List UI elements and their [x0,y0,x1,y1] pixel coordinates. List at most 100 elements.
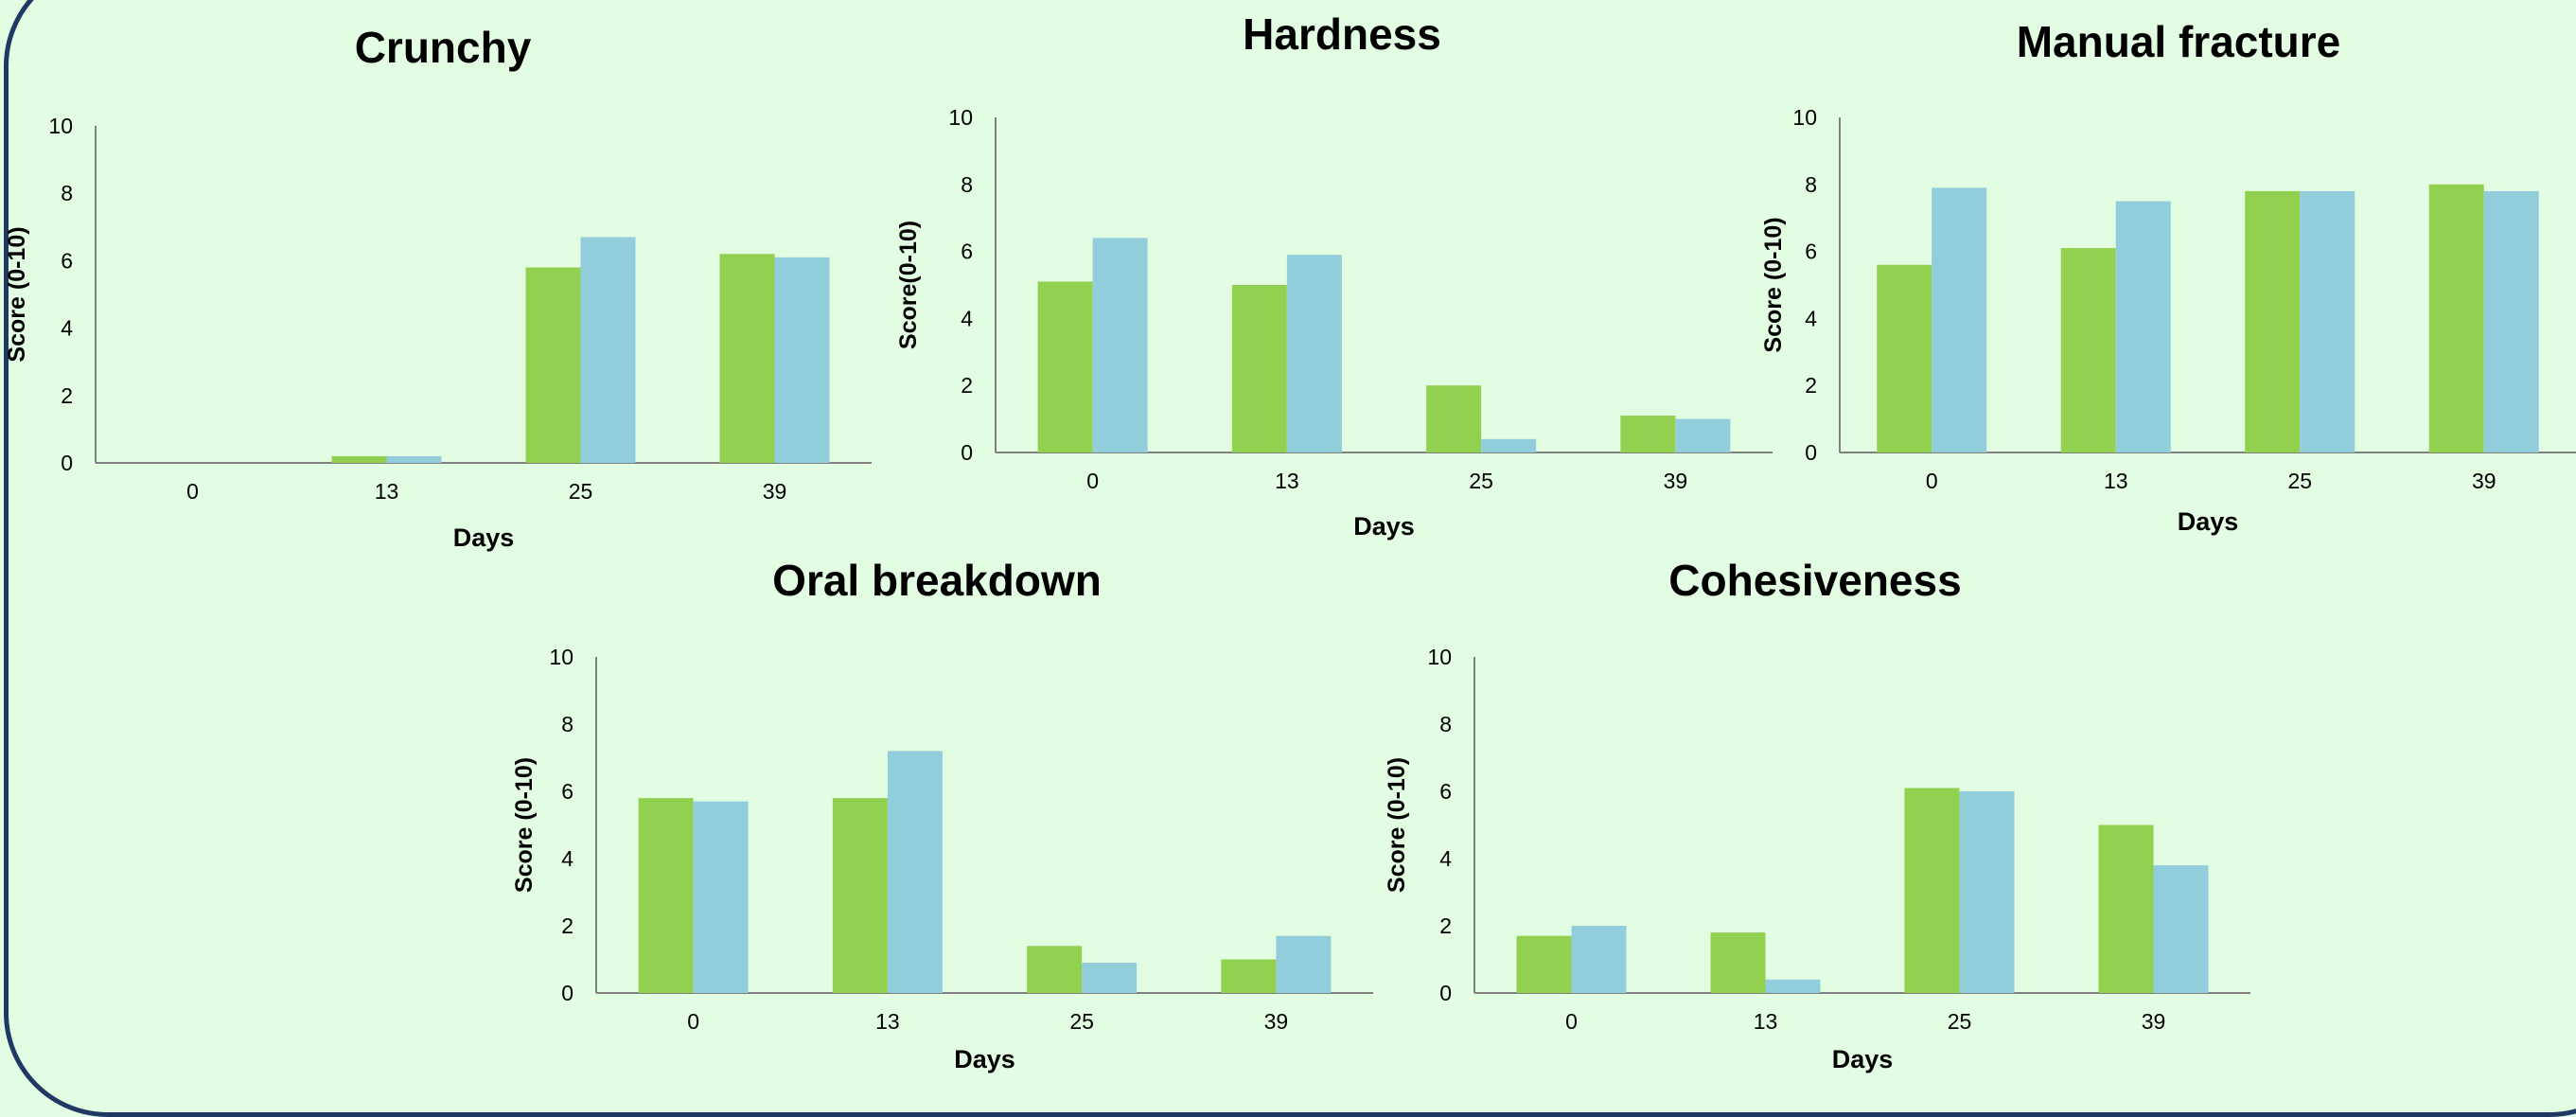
bar [1765,979,1821,993]
bar [1932,187,1987,452]
bar [2060,248,2116,452]
bar [2300,190,2355,452]
x-tick-label: 13 [1754,1009,1778,1034]
y-tick-label: 2 [61,383,73,408]
y-tick-label: 8 [1439,712,1452,736]
x-tick-label: 0 [687,1009,699,1034]
x-tick-label: 39 [2142,1009,2166,1034]
y-tick-label: 0 [1805,440,1817,465]
bar [1904,788,1960,993]
bar [832,798,888,993]
chart-title: Oral breakdown [772,556,1102,605]
y-tick-label: 8 [61,181,73,205]
y-tick-label: 4 [61,316,73,341]
bar [638,798,694,993]
bar [719,254,775,463]
y-tick-label: 4 [1805,306,1817,330]
bar [2245,190,2301,452]
chart-title: Cohesiveness [1668,556,1961,605]
bar [1276,935,1332,993]
bar [2098,824,2154,993]
y-tick-label: 0 [61,451,73,475]
bar [386,455,442,463]
bar [693,801,749,993]
y-tick-label: 2 [561,913,573,938]
x-tick-label: 13 [875,1009,900,1034]
bar [1027,946,1083,993]
x-tick-label: 39 [1264,1009,1289,1034]
y-tick-label: 2 [1805,373,1817,398]
x-axis-label: Days [954,1045,1015,1073]
y-tick-label: 10 [1792,105,1817,130]
x-axis-label: Days [2178,507,2239,536]
chart-1: Hardness 0 2 4 6 8 10 0 13 25 39 Days Score(0-10) [895,9,1773,541]
x-tick-label: 25 [1069,1009,1094,1034]
x-tick-label: 39 [1664,469,1688,493]
bar [2115,201,2171,452]
bar [1877,264,1932,452]
y-axis-label: Score (0-10) [4,226,30,362]
bar [774,257,830,463]
y-tick-label: 6 [1439,779,1452,804]
bar [331,455,387,463]
x-tick-label: 39 [2472,469,2497,493]
x-tick-label: 0 [186,479,199,504]
bar [1620,416,1676,452]
bar [1481,438,1537,452]
x-tick-label: 0 [1926,469,1938,493]
y-tick-label: 4 [961,306,973,330]
bar [1675,418,1731,452]
chart-4: Cohesiveness 0 2 4 6 8 10 0 13 25 39 Days Score (0-1… [1384,556,2250,1073]
bar [1221,959,1277,993]
bar [887,751,943,993]
bar [1092,238,1148,452]
chart-title: Hardness [1243,9,1441,59]
y-tick-label: 6 [961,239,973,264]
bar [2428,184,2484,453]
y-tick-label: 10 [1427,645,1452,669]
y-tick-label: 8 [1805,172,1817,197]
x-tick-label: 0 [1086,469,1099,493]
x-axis-label: Days [1353,512,1415,541]
y-tick-label: 4 [1439,846,1452,871]
bar [1426,385,1482,452]
chart-title: Crunchy [355,23,532,72]
x-tick-label: 25 [569,479,593,504]
bar [2483,190,2539,452]
x-axis-label: Days [453,523,515,552]
chart-2: Manual fracture 0 2 4 6 8 10 0 13 25 39 Days Score (… [1760,17,2576,536]
bar [2153,865,2209,993]
chart-0: Crunchy 0 2 4 6 8 10 0 13 25 39 Days Score (0-10) [4,23,872,552]
x-tick-label: 39 [763,479,787,504]
y-tick-label: 6 [1805,239,1817,264]
bar [1286,255,1342,452]
bar [1037,281,1093,452]
y-tick-label: 8 [561,712,573,736]
bar [1082,963,1138,993]
y-axis-label: Score (0-10) [1760,217,1787,352]
y-axis-label: Score (0-10) [1384,757,1410,893]
x-tick-label: 25 [2287,469,2312,493]
y-tick-label: 8 [961,172,973,197]
x-tick-label: 13 [2104,469,2128,493]
y-axis-label: Score (0-10) [511,757,538,893]
bar [580,237,636,463]
x-tick-label: 25 [1469,469,1493,493]
chart-title: Manual fracture [2017,17,2341,66]
bar [1710,932,1766,993]
y-axis-label: Score(0-10) [895,221,922,349]
y-tick-label: 0 [961,440,973,465]
y-tick-label: 4 [561,846,573,871]
bar [1231,285,1287,452]
y-tick-label: 2 [1439,913,1452,938]
x-axis-label: Days [1832,1045,1894,1073]
y-tick-label: 2 [961,373,973,398]
x-tick-label: 13 [1275,469,1299,493]
y-tick-label: 10 [948,105,973,130]
bar [1516,935,1572,993]
y-tick-label: 6 [61,248,73,273]
y-tick-label: 10 [549,645,573,669]
chart-3: Oral breakdown 0 2 4 6 8 10 0 13 25 39 Days Score (0… [511,556,1373,1073]
bar [1959,791,2015,993]
